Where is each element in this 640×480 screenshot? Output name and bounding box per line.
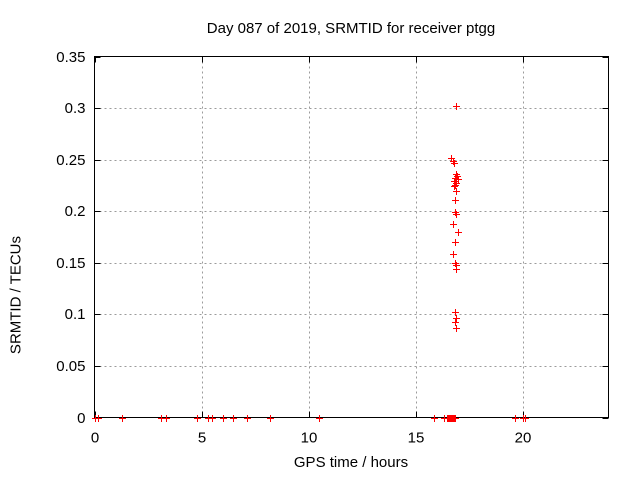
y-tick-label: 0.25 (56, 152, 85, 169)
y-axis-label-text: SRMTID / TECUs (7, 236, 24, 355)
tick-labels: 0 0.05 0.1 0.15 0.2 0.25 0.3 0.35 0 5 10 15 20 (56, 49, 531, 447)
y-tick-label: 0.1 (65, 306, 86, 323)
y-tick-label: 0.15 (56, 255, 85, 272)
y-tick-label: 0.35 (56, 49, 85, 66)
chart-title: Day 087 of 2019, SRMTID for receiver ptg… (206, 20, 496, 37)
grid-lines (94, 56, 609, 418)
x-tick-label: 5 (198, 430, 206, 447)
plus-marker-path (92, 103, 529, 422)
data-points (92, 103, 529, 422)
x-tick-label: 15 (408, 430, 425, 447)
x-tick-label: 20 (515, 430, 532, 447)
y-tick-label: 0 (77, 410, 85, 427)
y-tick-label: 0.2 (65, 203, 86, 220)
x-tick-label: 0 (91, 430, 99, 447)
y-tick-label: 0.05 (56, 358, 85, 375)
plot-border-and-ticks (94, 56, 609, 419)
x-axis-label: GPS time / hours (293, 454, 409, 471)
y-tick-label: 0.3 (65, 100, 86, 117)
x-tick-label: 10 (301, 430, 318, 447)
